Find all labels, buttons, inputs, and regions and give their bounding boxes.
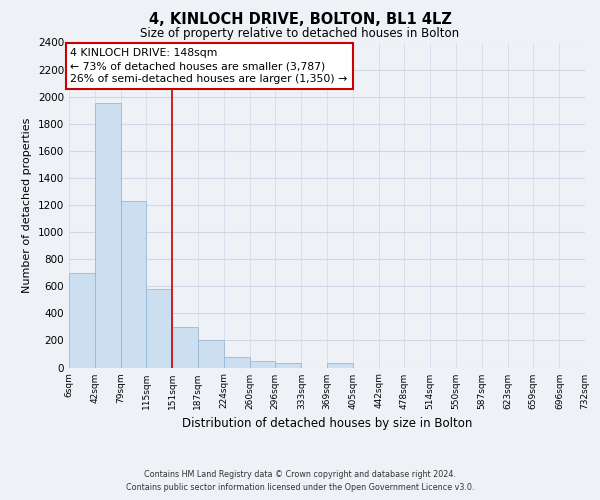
- Bar: [197, 340, 224, 367]
- Bar: [121, 201, 146, 368]
- Bar: [250, 362, 275, 368]
- Text: 4 KINLOCH DRIVE: 148sqm
← 73% of detached houses are smaller (3,787)
26% of semi: 4 KINLOCH DRIVE: 148sqm ← 73% of detache…: [70, 48, 347, 84]
- Bar: [224, 356, 250, 368]
- Bar: [146, 289, 172, 368]
- Bar: [69, 272, 95, 368]
- Bar: [95, 104, 121, 368]
- Text: Contains HM Land Registry data © Crown copyright and database right 2024.
Contai: Contains HM Land Registry data © Crown c…: [126, 470, 474, 492]
- X-axis label: Distribution of detached houses by size in Bolton: Distribution of detached houses by size …: [182, 417, 472, 430]
- Bar: [172, 327, 197, 368]
- Text: Size of property relative to detached houses in Bolton: Size of property relative to detached ho…: [140, 28, 460, 40]
- Text: 4, KINLOCH DRIVE, BOLTON, BL1 4LZ: 4, KINLOCH DRIVE, BOLTON, BL1 4LZ: [149, 12, 451, 28]
- Bar: [327, 363, 353, 368]
- Bar: [275, 364, 301, 368]
- Y-axis label: Number of detached properties: Number of detached properties: [22, 118, 32, 292]
